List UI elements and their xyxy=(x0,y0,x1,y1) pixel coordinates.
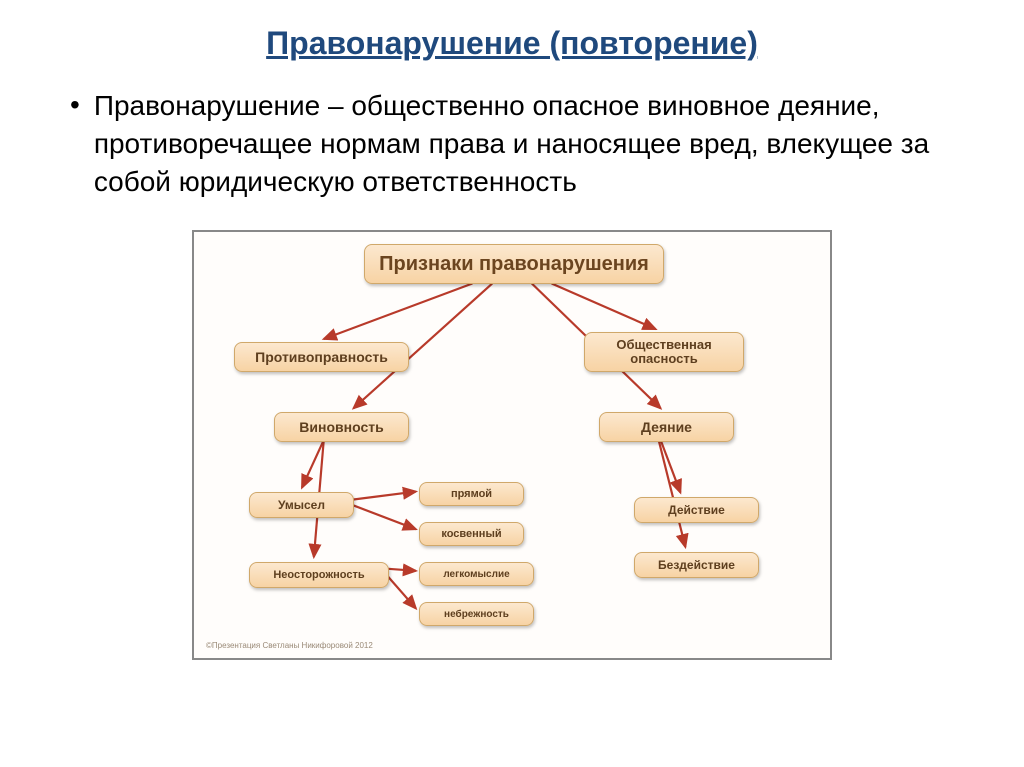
node-protivopravnost: Противоправность xyxy=(234,342,409,372)
node-nebrezhnost: небрежность xyxy=(419,602,534,626)
diagram-frame: Признаки правонарушения Противоправность… xyxy=(192,230,832,660)
node-root: Признаки правонарушения xyxy=(364,244,664,284)
slide-title: Правонарушение (повторение) xyxy=(50,25,974,62)
bullet-text: Правонарушение – общественно опасное вин… xyxy=(94,87,954,200)
node-umysel: Умысел xyxy=(249,492,354,518)
node-legkomyslie: легкомыслие xyxy=(419,562,534,586)
credits-text: ©Презентация Светланы Никифоровой 2012 xyxy=(206,641,373,650)
node-deyanie: Деяние xyxy=(599,412,734,442)
slide-container: Правонарушение (повторение) • Правонаруш… xyxy=(0,0,1024,767)
node-obshchestvennaya-opasnost: Общественная опасность xyxy=(584,332,744,372)
node-bezdeystvie: Бездействие xyxy=(634,552,759,578)
arrows-layer xyxy=(194,232,830,658)
node-neostorozhnost: Неосторожность xyxy=(249,562,389,588)
bullet-row: • Правонарушение – общественно опасное в… xyxy=(50,87,974,200)
node-pryamoy: прямой xyxy=(419,482,524,506)
node-vinovnost: Виновность xyxy=(274,412,409,442)
bullet-dot-icon: • xyxy=(70,87,80,123)
node-deystvie: Действие xyxy=(634,497,759,523)
node-kosvenny: косвенный xyxy=(419,522,524,546)
